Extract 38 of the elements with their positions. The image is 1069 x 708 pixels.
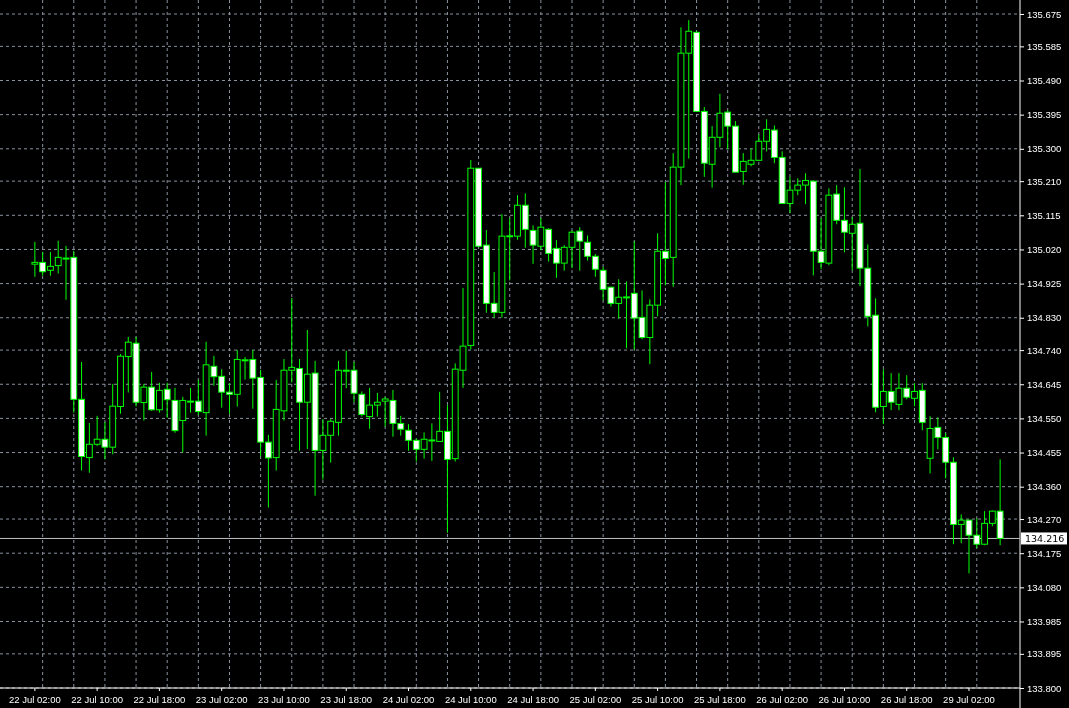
x-tick-label: 24 Jul 18:00: [507, 693, 559, 705]
x-tick-label: 23 Jul 18:00: [320, 693, 373, 705]
y-tick-label: 134.175: [1027, 547, 1062, 559]
y-tick-label: 134.925: [1027, 278, 1062, 290]
x-tick-label: 22 Jul 10:00: [71, 693, 124, 705]
y-tick-label: 133.985: [1027, 616, 1062, 628]
x-tick-label: 25 Jul 18:00: [694, 693, 746, 705]
y-tick-label: 135.300: [1027, 143, 1062, 155]
ref-line-label: 134.216: [1025, 533, 1065, 545]
y-tick-label: 134.645: [1027, 378, 1062, 390]
x-tick-label: 26 Jul 18:00: [880, 693, 933, 705]
x-tick-label: 24 Jul 10:00: [444, 693, 497, 705]
x-tick-label: 23 Jul 02:00: [195, 693, 248, 705]
y-tick-label: 134.080: [1027, 581, 1062, 593]
y-tick-label: 134.550: [1027, 412, 1062, 424]
y-tick-label: 135.210: [1027, 175, 1062, 187]
x-tick-label: 24 Jul 02:00: [382, 693, 435, 705]
y-tick-label: 133.895: [1027, 648, 1062, 660]
y-tick-label: 135.020: [1027, 243, 1062, 255]
y-tick-label: 135.395: [1027, 109, 1062, 121]
x-tick-label: 26 Jul 02:00: [756, 693, 809, 705]
x-tick-label: 23 Jul 10:00: [258, 693, 310, 705]
x-tick-label: 22 Jul 18:00: [133, 693, 186, 705]
x-tick-label: 25 Jul 10:00: [631, 693, 684, 705]
y-tick-label: 134.270: [1027, 513, 1062, 525]
y-tick-label: 134.740: [1027, 344, 1062, 356]
x-tick-label: 25 Jul 02:00: [569, 693, 622, 705]
x-tick-label: 29 Jul 02:00: [943, 693, 995, 705]
y-tick-label: 134.830: [1027, 312, 1062, 324]
y-tick-label: 134.360: [1027, 481, 1062, 493]
y-tick-label: 135.585: [1027, 40, 1062, 52]
y-tick-label: 134.455: [1027, 447, 1062, 459]
y-tick-label: 133.800: [1027, 682, 1062, 694]
x-tick-label: 26 Jul 10:00: [818, 693, 871, 705]
x-tick-label: 22 Jul 02:00: [8, 693, 61, 705]
y-tick-label: 135.675: [1027, 8, 1062, 20]
y-tick-label: 135.115: [1027, 209, 1061, 221]
y-tick-label: 135.490: [1027, 75, 1062, 87]
